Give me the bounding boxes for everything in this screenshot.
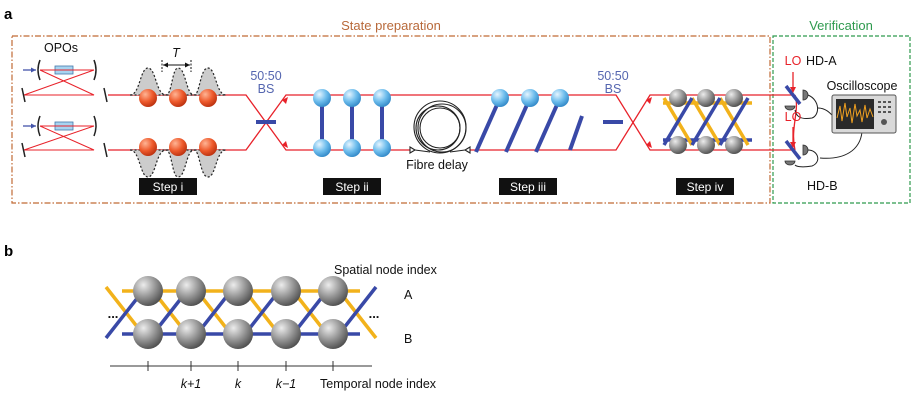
opo-cavity-bottom <box>21 115 108 158</box>
blue-mode-node <box>521 89 539 107</box>
grey-cluster-node <box>669 89 687 107</box>
state-preparation-label: State preparation <box>341 18 441 33</box>
diagonal-entangling-link <box>534 97 562 153</box>
blue-mode-node <box>343 89 361 107</box>
orange-mode-node <box>169 138 187 156</box>
fibre-delay-label: Fibre delay <box>406 158 469 172</box>
row-a-label: A <box>404 288 413 302</box>
orange-mode-node <box>139 89 157 107</box>
cluster-node-a <box>133 276 163 306</box>
blue-mode-node <box>343 139 361 157</box>
step-iii-label: Step iii <box>510 180 546 194</box>
hd-b-label: HD-B <box>807 179 838 193</box>
step-i-nodes <box>139 89 217 156</box>
blue-mode-node <box>491 89 509 107</box>
blue-mode-node <box>313 89 331 107</box>
blue-mode-node <box>373 139 391 157</box>
period-label: T <box>172 46 181 60</box>
temporal-axis <box>110 361 372 371</box>
opo-label: OPOs <box>44 41 78 55</box>
blue-mode-node <box>551 89 569 107</box>
spatial-node-index-label: Spatial node index <box>334 263 438 277</box>
cluster-node-a <box>176 276 206 306</box>
cluster-node-a <box>223 276 253 306</box>
tick-label-k-minus-1: k−1 <box>276 377 297 391</box>
step-iv-cluster <box>662 89 752 154</box>
tick-label-k: k <box>235 377 242 391</box>
orange-mode-node <box>169 89 187 107</box>
ellipsis-right: ... <box>369 306 380 321</box>
orange-mode-node <box>199 89 217 107</box>
bs1-ratio: 50:50 <box>250 69 281 83</box>
grey-cluster-node <box>669 136 687 154</box>
diagonal-link-blue <box>690 97 722 146</box>
ellipsis-left: ... <box>108 306 119 321</box>
step-iii-nodes <box>474 89 584 153</box>
diagonal-link-blue <box>718 97 750 146</box>
step-ii-label: Step ii <box>335 180 368 194</box>
hd-a-label: HD-A <box>806 54 837 68</box>
orange-mode-node <box>139 138 157 156</box>
cluster-node-b <box>271 319 301 349</box>
fibre-delay <box>409 100 471 154</box>
grey-cluster-node <box>697 89 715 107</box>
cluster-state-diagram <box>104 276 378 349</box>
panel-b-letter: b <box>4 243 13 260</box>
lo-label-bottom: LO <box>785 110 802 124</box>
oscilloscope-label: Oscilloscope <box>827 79 898 93</box>
temporal-node-index-label: Temporal node index <box>320 377 437 391</box>
cluster-node-b <box>133 319 163 349</box>
period-marker <box>161 60 192 72</box>
state-preparation-box <box>11 35 771 204</box>
pulse-envelope-top <box>129 67 227 96</box>
verification-box <box>772 35 911 204</box>
cluster-node-b <box>223 319 253 349</box>
pulse-envelope-bottom <box>129 149 227 178</box>
tick-label-k-plus-1: k+1 <box>181 377 202 391</box>
grey-cluster-node <box>697 136 715 154</box>
lo-label-top: LO <box>785 54 802 68</box>
cluster-node-a <box>318 276 348 306</box>
step-i-label: Step i <box>153 180 184 194</box>
step-labels: Step i Step ii Step iii Step iv <box>139 178 734 195</box>
cluster-node-a <box>271 276 301 306</box>
cluster-node-b <box>318 319 348 349</box>
grey-cluster-node <box>725 136 743 154</box>
verification-label: Verification <box>809 18 873 33</box>
orange-mode-node <box>199 138 217 156</box>
oscilloscope <box>831 94 897 134</box>
step-iv-label: Step iv <box>687 180 724 194</box>
homodyne-detectors <box>784 72 863 168</box>
beam-arrows <box>282 97 652 148</box>
diagonal-entangling-link <box>568 115 584 151</box>
blue-mode-node <box>313 139 331 157</box>
bs2-ratio: 50:50 <box>597 69 628 83</box>
opo-cavity-top <box>21 59 108 103</box>
bs1-label: BS <box>258 82 275 96</box>
grey-cluster-node <box>725 89 743 107</box>
diagonal-link-blue <box>662 97 694 146</box>
panel-a-letter: a <box>4 6 13 23</box>
bs2-label: BS <box>605 82 622 96</box>
diagonal-entangling-link <box>504 97 532 153</box>
blue-mode-node <box>373 89 391 107</box>
row-b-label: B <box>404 332 412 346</box>
diagonal-entangling-link <box>474 97 502 153</box>
cluster-node-b <box>176 319 206 349</box>
step-ii-nodes <box>313 89 391 157</box>
